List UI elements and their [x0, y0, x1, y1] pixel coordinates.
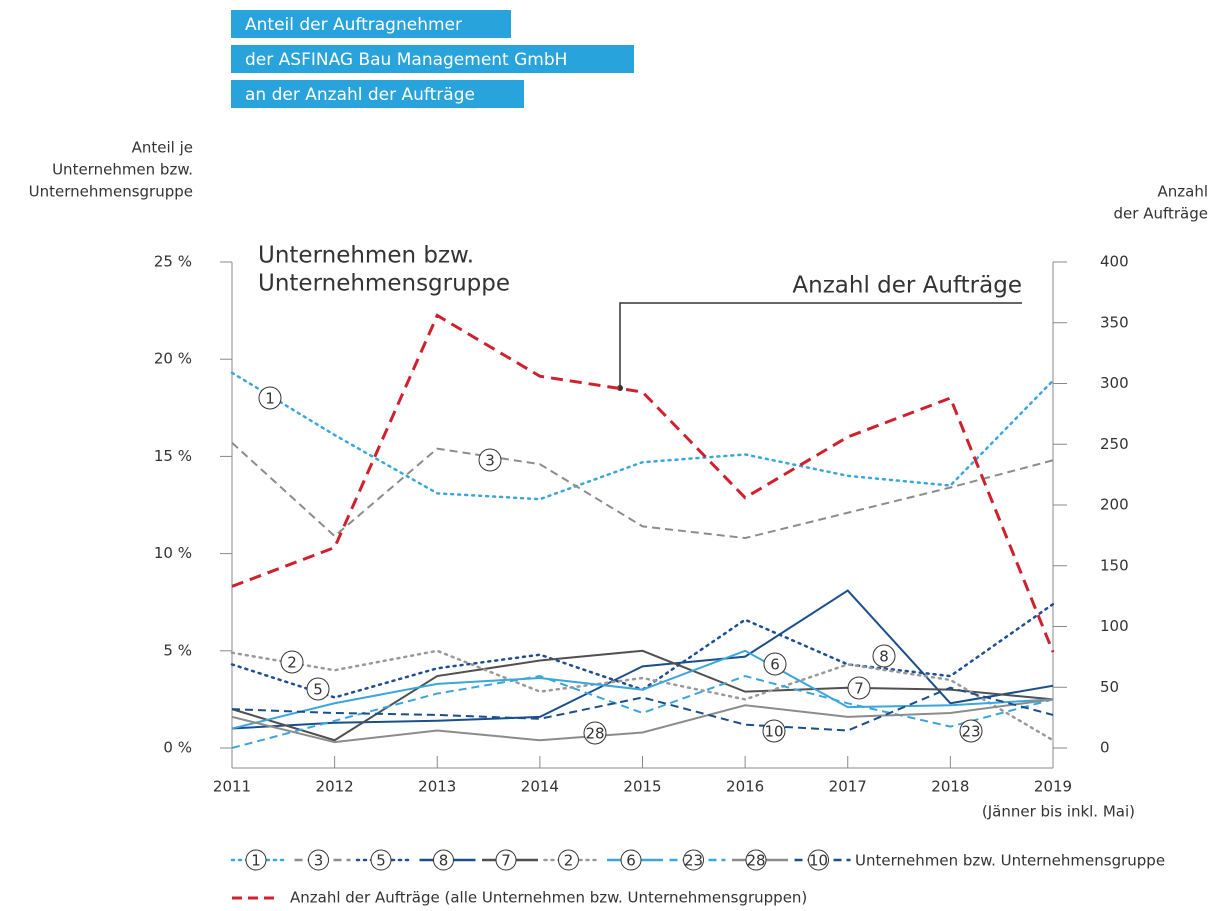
- legend-circle: [558, 849, 579, 871]
- series-label: 6: [770, 656, 780, 674]
- y2-tick-label: 0: [1100, 739, 1110, 757]
- series-line: [231, 649, 1054, 742]
- legend-circle: [808, 849, 829, 871]
- series-label: 10: [764, 723, 783, 741]
- x-tick-label: 2015: [623, 778, 661, 796]
- series-label: 7: [854, 680, 864, 698]
- y-tick-label: 10 %: [154, 544, 192, 562]
- series-label-circle: [280, 650, 304, 674]
- callout-line: [619, 302, 1022, 388]
- series-label: 3: [485, 452, 495, 470]
- title-box: [231, 80, 524, 108]
- legend-circle: [370, 849, 392, 871]
- x-tick-label: 2017: [829, 778, 867, 796]
- y2-axis-label: der Aufträge: [1114, 205, 1208, 223]
- series-label-circle: [763, 652, 787, 676]
- x-tick-label: 2011: [213, 778, 251, 796]
- annotation: Anzahl der Aufträge: [792, 273, 1022, 299]
- series-label: 2: [287, 654, 297, 672]
- y-tick-label: 20 %: [154, 350, 192, 368]
- series-label-circle: [872, 644, 896, 668]
- series-label-circle: [306, 677, 330, 701]
- series-line: [231, 649, 1054, 730]
- y-axis-label: Unternehmensgruppe: [29, 183, 193, 201]
- y-axis-label: Anteil je: [132, 139, 193, 157]
- y-tick-label: 25 %: [154, 253, 192, 271]
- series-line: [231, 313, 1055, 653]
- series-line: [231, 686, 1054, 732]
- y-axis-label: Unternehmen bzw.: [52, 161, 193, 179]
- legend-label: Anzahl der Aufträge (alle Unternehmen bz…: [290, 889, 807, 907]
- series-line: [231, 698, 1054, 744]
- x-tick-label: 2018: [931, 778, 969, 796]
- title-box: [231, 10, 511, 38]
- series-line: [230, 649, 1055, 742]
- legend-label: 28: [746, 852, 765, 870]
- legend-label: 5: [376, 852, 386, 870]
- legend-label: 10: [809, 852, 828, 870]
- legend-label: 6: [626, 852, 636, 870]
- series-label: 8: [879, 648, 889, 666]
- legend-circle: [745, 849, 767, 871]
- y2-axis-label: Anzahl: [1157, 183, 1208, 201]
- series-label: 23: [961, 723, 980, 741]
- x-tick-label: 2019: [1034, 778, 1072, 796]
- y2-tick-label: 350: [1100, 313, 1129, 331]
- y2-tick-label: 200: [1100, 496, 1129, 514]
- x-tick-label: 2013: [418, 778, 456, 796]
- series-label-circle: [583, 721, 607, 745]
- title: Anteil der Auftragnehmer der ASFINAG Bau…: [231, 10, 634, 108]
- legend-label: 1: [251, 852, 261, 870]
- y2-tick-label: 400: [1100, 253, 1129, 271]
- legend-label: 7: [501, 852, 511, 870]
- y2-tick-label: 250: [1100, 435, 1129, 453]
- y2-tick-label: 150: [1100, 556, 1129, 574]
- legend-circle: [495, 849, 517, 871]
- y-tick-label: 15 %: [154, 447, 192, 465]
- y-tick-label: 5 %: [163, 641, 192, 659]
- legend-circle: [683, 849, 704, 871]
- legend-label: 8: [439, 852, 449, 870]
- legend-circle: [433, 849, 454, 871]
- legend-label: 2: [564, 852, 574, 870]
- series-label: 28: [585, 725, 604, 743]
- y2-tick-label: 50: [1100, 678, 1119, 696]
- title-box: [231, 45, 634, 73]
- legend-label: 3: [314, 852, 324, 870]
- annotation: Unternehmen bzw.: [258, 243, 474, 269]
- legend-group-label: Unternehmen bzw. Unternehmensgruppe: [855, 852, 1165, 870]
- series-line: [231, 589, 1054, 730]
- annotation: Unternehmensgruppe: [258, 271, 510, 297]
- series-line: [231, 675, 1054, 749]
- series-line: [230, 371, 1055, 501]
- series-label: 1: [265, 390, 275, 408]
- series-label-circle: [478, 448, 502, 472]
- x-note: (Jänner bis inkl. Mai): [982, 803, 1135, 821]
- legend-circle: [620, 849, 642, 871]
- series-line: [231, 442, 1054, 540]
- series-label-circle: [762, 719, 786, 743]
- series-label-circle: [847, 676, 871, 700]
- y2-tick-label: 100: [1100, 617, 1129, 635]
- title-line: der ASFINAG Bau Management GmbH: [245, 50, 567, 70]
- x-tick-label: 2012: [316, 778, 354, 796]
- legend-circle: [308, 849, 329, 871]
- y-tick-label: 0 %: [163, 739, 192, 757]
- series-label-circle: [258, 386, 282, 410]
- x-tick-label: 2016: [726, 778, 764, 796]
- title-line: an der Anzahl der Aufträge: [245, 85, 475, 105]
- legend-label: 23: [684, 852, 703, 870]
- x-tick-label: 2014: [521, 778, 559, 796]
- series-label: 5: [313, 681, 323, 699]
- legend-circle: [245, 849, 267, 871]
- series-label-circle: [959, 719, 983, 743]
- title-line: Anteil der Auftragnehmer: [245, 15, 462, 35]
- y2-tick-label: 300: [1100, 374, 1129, 392]
